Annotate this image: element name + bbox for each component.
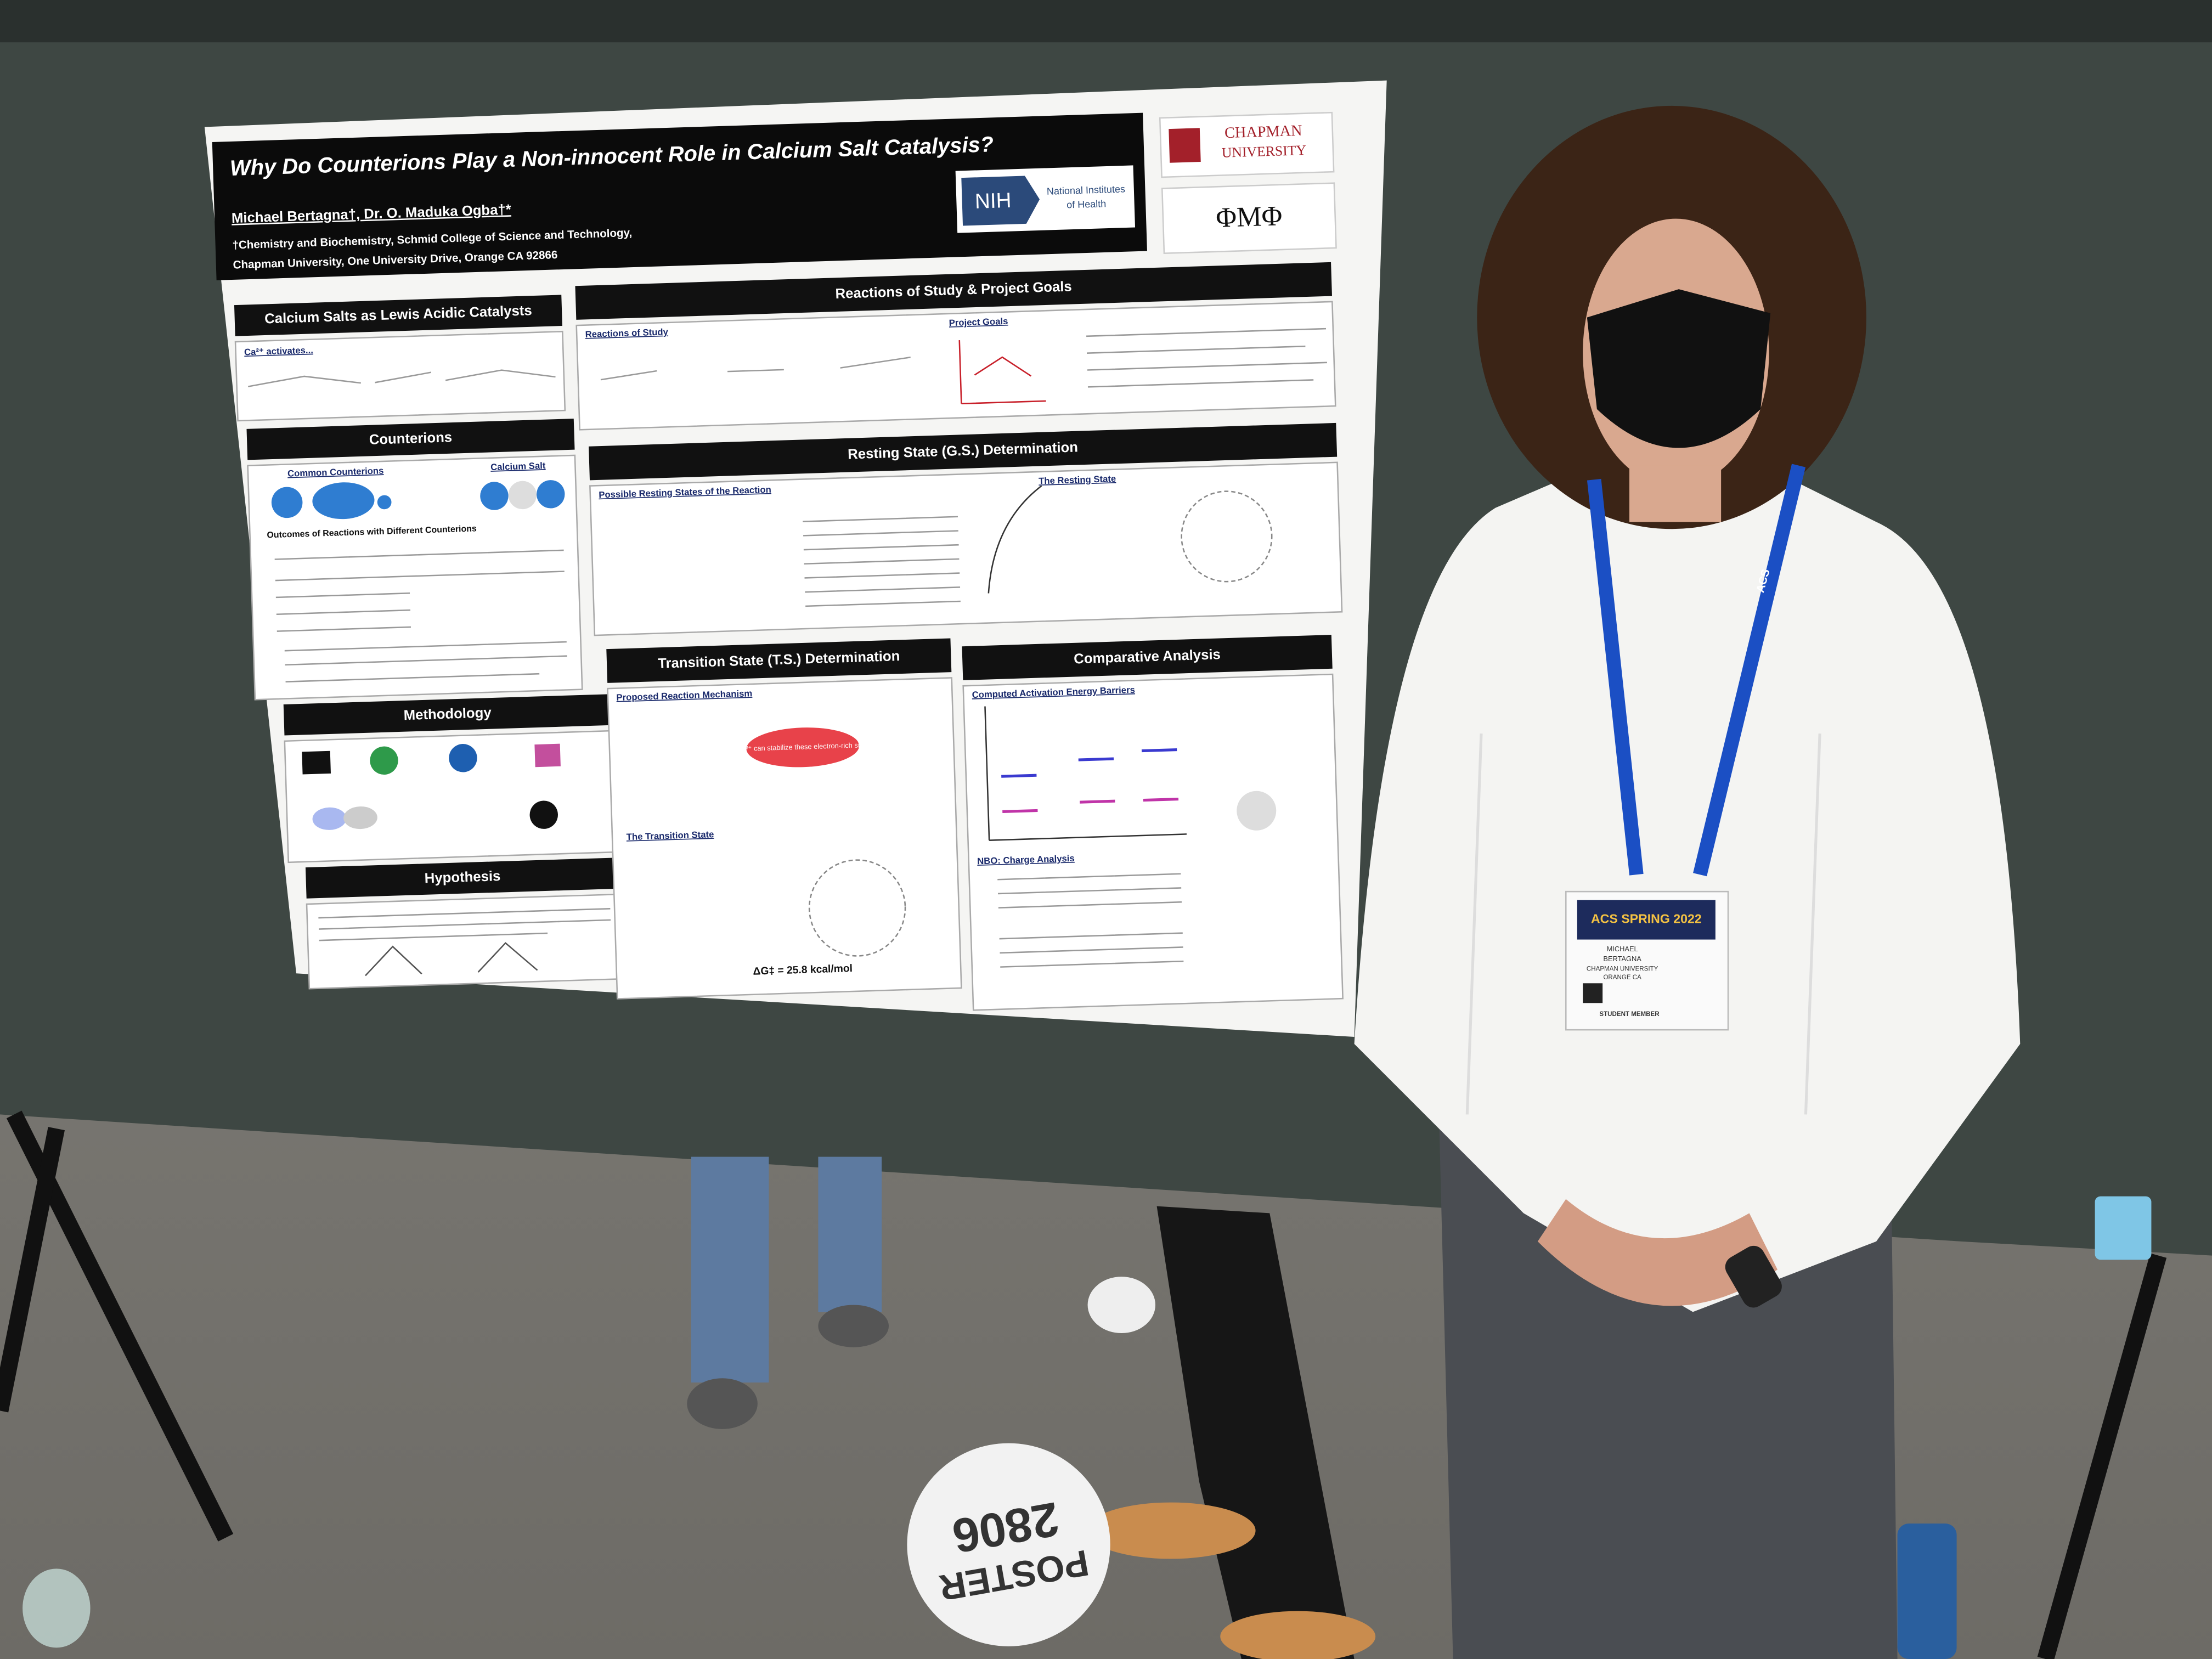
method-icon (449, 744, 477, 772)
chem-sketch (600, 356, 911, 381)
calcium-ion (1237, 791, 1277, 831)
axis-sketch (984, 706, 1187, 841)
energy-sketch (958, 340, 1046, 405)
poster-content: Why Do Counterions Play a Non-innocent R… (212, 111, 1344, 1011)
section-header (962, 635, 1333, 680)
calcium-blob (508, 481, 537, 510)
section-panel (284, 730, 617, 864)
section-header (589, 422, 1338, 481)
badge-name: BERTAGNA (1603, 955, 1641, 963)
title-bar (212, 112, 1147, 280)
section-header (246, 419, 575, 460)
fraternity-letters: ΦΜΦ (1216, 200, 1283, 234)
subhead: Ca²⁺ activates... (244, 345, 313, 358)
sneaker (1087, 1277, 1155, 1333)
counterion-blob (377, 495, 392, 510)
hands (1537, 1199, 1778, 1306)
loafer (1086, 1502, 1256, 1559)
shirt (1354, 465, 2021, 1312)
callout-text: Ca²⁺ can stabilize these electron-rich s… (737, 741, 869, 753)
hypothesis-sketch (365, 942, 538, 977)
chapman-name: CHAPMAN (1224, 122, 1302, 142)
text-lines (274, 549, 567, 682)
neck (1629, 465, 1722, 522)
method-icon (534, 743, 561, 768)
dark-pants (1156, 1206, 1355, 1659)
easel (0, 1110, 2167, 1659)
section-header (234, 295, 563, 336)
section-panel (306, 893, 623, 990)
molecule (808, 859, 906, 957)
section-title: Counterions (369, 430, 452, 448)
section-panel (234, 330, 566, 422)
nih-mark (961, 176, 1040, 226)
badge-role: STUDENT MEMBER (1599, 1011, 1660, 1018)
chapman-logo (1159, 111, 1335, 178)
method-icon (370, 746, 398, 775)
floor-sticker (907, 1443, 1110, 1646)
nih-text: NIH (974, 189, 1012, 213)
section-title: Methodology (403, 705, 492, 723)
method-icon (529, 800, 558, 829)
method-icon (312, 807, 347, 830)
subhead: Reactions of Study (585, 326, 669, 340)
water-bottle (1897, 1523, 1957, 1659)
badge-header (1577, 900, 1716, 940)
shirt-fold (1465, 733, 1821, 1115)
badge-name: MICHAEL (1607, 945, 1638, 953)
section-panel (607, 677, 962, 1000)
section-header (606, 638, 952, 683)
section-header (305, 857, 620, 899)
method-icon (343, 806, 377, 830)
section-panel (589, 461, 1343, 636)
curve (988, 485, 1042, 594)
person: ACS ACS SPRING 2022 MICHAEL BERTAGNA CHA… (1354, 105, 2021, 1659)
energy-levels (1001, 748, 1177, 778)
qr-code (1583, 983, 1603, 1003)
subhead: The Resting State (1039, 473, 1116, 486)
shoe (818, 1305, 889, 1347)
watch (1725, 1245, 1782, 1308)
chem-sketch (247, 369, 556, 387)
subhead: Project Goals (949, 316, 1008, 328)
nih-name: of Health (1066, 198, 1107, 210)
chapman-name: UNIVERSITY (1221, 142, 1306, 161)
fraternity-logo (1161, 182, 1337, 255)
method-icon (302, 751, 331, 775)
table-lines (803, 516, 961, 607)
molecule (1181, 490, 1273, 583)
nih-name: National Institutes (1047, 183, 1126, 196)
table-lines (997, 873, 1184, 968)
section-title: Hypothesis (424, 868, 500, 886)
face-mask (1587, 289, 1771, 448)
badge-event: ACS SPRING 2022 (1591, 912, 1702, 926)
cup (2095, 1196, 2152, 1260)
board-top (0, 0, 2212, 43)
loafer (1220, 1611, 1376, 1659)
easel-leg (2037, 1253, 2167, 1659)
counterion-blob (271, 487, 303, 518)
badge-org: CHAPMAN UNIVERSITY (1587, 966, 1658, 973)
goal-lines (1086, 328, 1327, 388)
easel-leg (0, 1127, 65, 1413)
counterion-blob (312, 482, 375, 520)
plastic-cup (22, 1568, 91, 1648)
jeans-leg (818, 1156, 882, 1312)
lanyard (1587, 464, 1806, 877)
shoe (687, 1378, 758, 1429)
section-panel (962, 673, 1344, 1011)
text-lines (318, 908, 611, 941)
counterion-blob (537, 480, 565, 509)
jeans-leg (691, 1156, 769, 1383)
section-header (575, 262, 1332, 320)
energy-levels (1002, 797, 1179, 814)
callout (746, 727, 860, 768)
counterion-blob (480, 482, 509, 510)
chapman-mark (1169, 128, 1201, 163)
section-header (283, 694, 612, 736)
subhead: Calcium Salt (490, 460, 546, 472)
badge-location: ORANGE CA (1603, 974, 1641, 981)
